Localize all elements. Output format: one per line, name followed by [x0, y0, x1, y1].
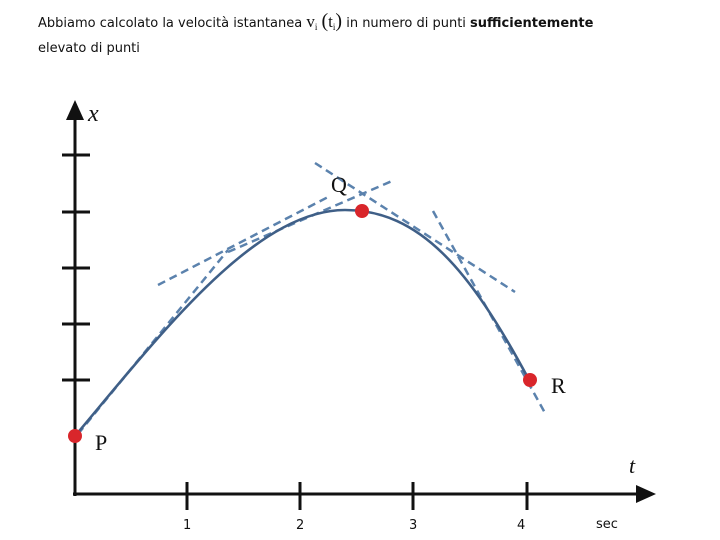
t-tick-label-4: 4: [517, 518, 525, 533]
tangent-line-1: [157, 194, 331, 287]
unit-label: sec: [596, 517, 618, 532]
caption: Abbiamo calcolato la velocità istantanea…: [38, 10, 594, 56]
x-axis-label: x: [87, 101, 99, 127]
tangent-lines: [77, 161, 547, 435]
t-tick-label-3: 3: [409, 518, 417, 533]
caption-text-bold: sufficientemente: [470, 16, 594, 31]
caption-text-line2: elevato di punti: [38, 41, 140, 56]
t-axis-label: t: [629, 453, 636, 478]
position-curve: [74, 208, 530, 437]
tangent-line-2: [227, 179, 393, 254]
time-symbol: t: [328, 12, 333, 31]
point-r-label: R: [551, 373, 566, 398]
point-p-label: P: [95, 430, 107, 455]
velocity-symbol: v: [306, 12, 315, 31]
t-tick-label-1: 1: [183, 518, 191, 533]
tangent-line-3: [314, 161, 516, 294]
axes: [62, 100, 656, 510]
t-tick-label-2: 2: [296, 518, 304, 533]
caption-text-before: Abbiamo calcolato la velocità istantanea: [38, 16, 307, 31]
point-r-marker: [523, 373, 537, 387]
t-axis-arrow: [636, 485, 656, 503]
x-axis-arrow: [66, 100, 84, 120]
caption-text-middle: in numero di punti: [342, 16, 471, 31]
point-q-label: Q: [331, 172, 347, 197]
velocity-subscript: i: [314, 22, 318, 32]
time-subscript: i: [332, 22, 336, 32]
point-q-marker: [355, 204, 369, 218]
point-p-marker: [68, 429, 82, 443]
